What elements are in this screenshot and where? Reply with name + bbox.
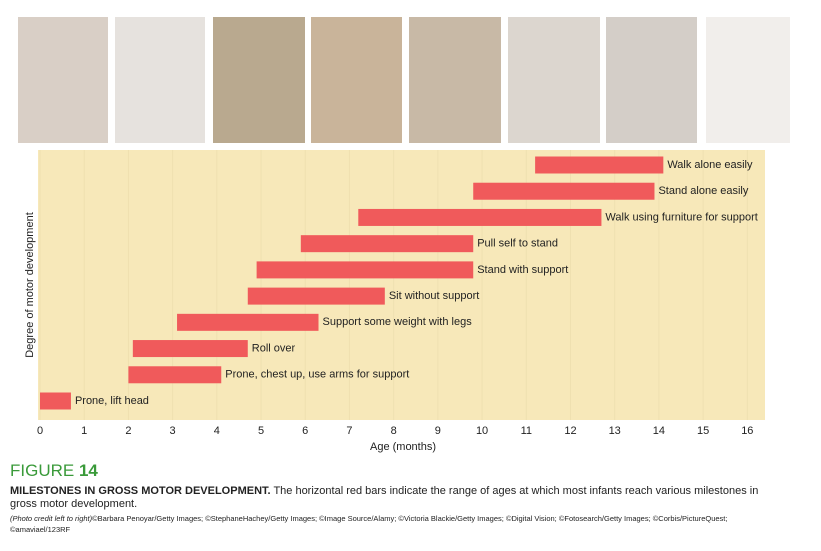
chart: Degree of motor development Age (months)… — [18, 17, 790, 453]
figure-label: FIGURE 14 — [10, 461, 785, 481]
x-tick-label: 4 — [214, 425, 220, 437]
bar-label: Pull self to stand — [477, 238, 558, 250]
bar — [535, 156, 664, 174]
photo — [18, 17, 108, 143]
x-axis-label: Age (months) — [370, 441, 436, 453]
photo — [706, 17, 790, 143]
x-tick-label: 5 — [258, 425, 264, 437]
bar — [256, 261, 474, 279]
bar — [132, 340, 248, 358]
x-tick-label: 16 — [741, 425, 753, 437]
photo — [115, 17, 205, 143]
bar-label: Roll over — [252, 342, 296, 354]
bar-label: Sit without support — [389, 290, 480, 302]
x-tick-label: 15 — [697, 425, 709, 437]
x-tick-label: 0 — [37, 425, 43, 437]
x-tick-label: 8 — [391, 425, 397, 437]
bar — [40, 392, 71, 410]
x-tick-label: 13 — [609, 425, 621, 437]
bar — [300, 235, 474, 253]
y-axis-label: Degree of motor development — [24, 212, 36, 358]
bar-label: Walk alone easily — [667, 159, 753, 171]
x-tick-label: 2 — [125, 425, 131, 437]
bar — [358, 208, 602, 226]
bar-label: Prone, lift head — [75, 395, 149, 407]
caption-title: MILESTONES IN GROSS MOTOR DEVELOPMENT. — [10, 485, 271, 497]
caption-text: The horizontal red bars indicate the ran… — [10, 485, 759, 510]
credit-intro: (Photo credit left to right) — [10, 514, 93, 523]
photos — [18, 17, 790, 143]
bar-label: Walk using furniture for support — [605, 211, 757, 223]
bar — [128, 366, 222, 384]
x-tick-label: 9 — [435, 425, 441, 437]
bar-label: Stand alone easily — [658, 185, 748, 197]
photo — [311, 17, 402, 143]
photo — [409, 17, 501, 143]
bar — [473, 182, 655, 200]
figure-number: 14 — [78, 461, 98, 480]
photo — [606, 17, 697, 143]
figure-word: FIGURE — [10, 461, 75, 480]
x-tick-label: 10 — [476, 425, 488, 437]
credit-text: ©Barbara Penoyar/Getty Images; ©Stephane… — [10, 514, 728, 534]
x-tick-label: 14 — [653, 425, 665, 437]
bar — [247, 287, 385, 305]
x-tick-label: 11 — [521, 425, 532, 437]
bar-label: Stand with support — [477, 264, 568, 276]
photo — [508, 17, 600, 143]
x-tick-label: 3 — [170, 425, 176, 437]
bar — [177, 313, 319, 331]
x-tick-label: 6 — [302, 425, 308, 437]
x-tick-label: 7 — [346, 425, 352, 437]
bar-label: Prone, chest up, use arms for support — [225, 369, 409, 381]
credits: (Photo credit left to right)©Barbara Pen… — [10, 513, 785, 535]
photo — [213, 17, 305, 143]
caption: MILESTONES IN GROSS MOTOR DEVELOPMENT. T… — [10, 485, 785, 511]
bar-label: Support some weight with legs — [323, 316, 473, 328]
x-tick-label: 12 — [564, 425, 576, 437]
x-tick-label: 1 — [81, 425, 87, 437]
